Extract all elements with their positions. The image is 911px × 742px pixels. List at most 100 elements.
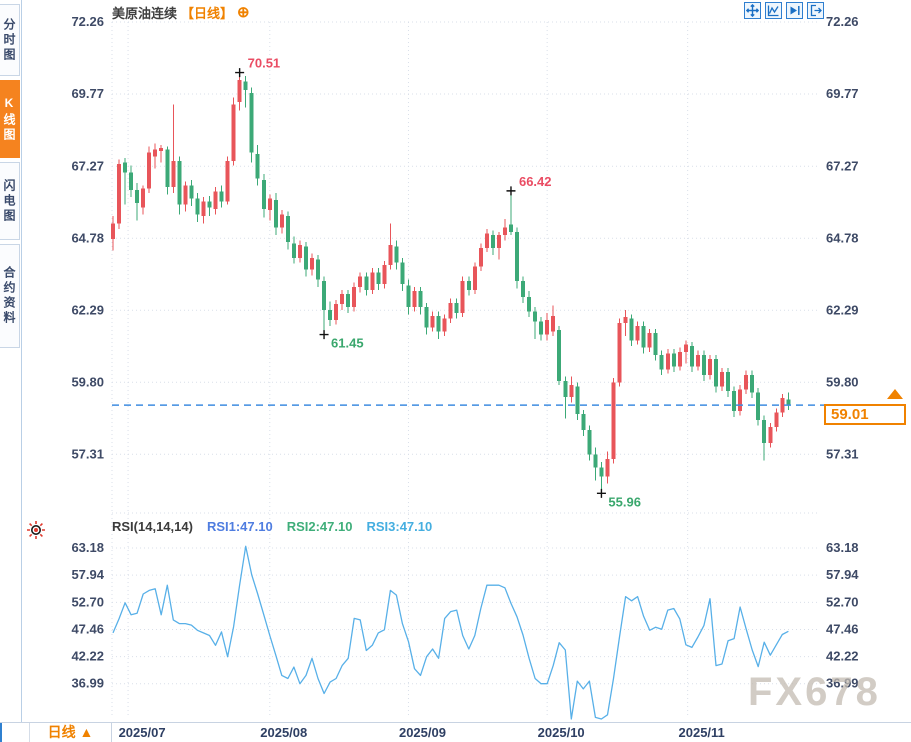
candle <box>291 243 296 258</box>
candle <box>569 385 574 397</box>
candle <box>581 414 586 431</box>
sun-glyph <box>27 521 45 539</box>
candle <box>780 398 785 413</box>
candle <box>551 315 556 332</box>
candle <box>617 323 622 383</box>
candle <box>629 318 634 341</box>
x-axis-label: 2025/11 <box>678 725 725 740</box>
add-indicator-icon[interactable]: ⊕ <box>237 3 250 21</box>
x-axis-label: 2025/09 <box>398 725 446 740</box>
sidebar-tab-lightning[interactable]: 闪电图 <box>0 162 20 240</box>
axis-tick-label: 69.77 <box>826 86 859 101</box>
candle <box>786 399 791 406</box>
candle <box>237 80 242 102</box>
candles-layer <box>111 72 791 494</box>
candle <box>460 281 465 313</box>
axis-tick-label: 42.22 <box>826 649 859 664</box>
candle <box>273 200 278 228</box>
candle <box>358 276 363 287</box>
candle <box>472 266 477 290</box>
axis-tick-label: 57.31 <box>71 446 104 461</box>
axis-tick-label: 57.94 <box>71 567 104 582</box>
candle <box>243 81 248 91</box>
candle <box>153 149 158 157</box>
x-axis-label: 2025/10 <box>537 725 585 740</box>
candle <box>677 351 682 367</box>
axis-tick-label: 57.94 <box>826 567 859 582</box>
candle <box>285 216 290 243</box>
candle <box>484 233 489 248</box>
candle <box>647 333 652 348</box>
candle <box>623 317 628 324</box>
candle <box>165 149 170 188</box>
candle <box>147 152 152 189</box>
sidebar-tab-contract-info[interactable]: 合约资料 <box>0 244 20 348</box>
indicator-alert-sun-icon[interactable] <box>26 520 46 545</box>
exit-icon[interactable] <box>807 2 824 19</box>
axis-tick-label: 64.78 <box>826 230 859 245</box>
measure-chart-glyph <box>767 5 779 17</box>
axis-tick-label: 47.46 <box>826 621 859 636</box>
candle <box>521 281 526 297</box>
axis-tick-label: 57.31 <box>826 446 859 461</box>
exit-glyph <box>810 4 822 17</box>
candle <box>466 281 471 290</box>
candle <box>334 304 339 321</box>
candle <box>442 318 447 332</box>
candle <box>382 265 387 284</box>
candle <box>255 153 260 179</box>
last-price-tag: 59.01 <box>824 404 906 425</box>
rsi2-value-label: RSI2:47.10 <box>286 519 353 534</box>
candle <box>744 375 749 390</box>
candle <box>750 375 755 393</box>
sidebar-tab-kline[interactable]: K线图 <box>0 80 20 158</box>
candle <box>171 161 176 188</box>
measure-chart-icon[interactable] <box>765 2 782 19</box>
candle <box>587 430 592 455</box>
candle <box>303 246 308 270</box>
price-extreme-label: 61.45 <box>331 336 364 351</box>
candle <box>563 380 568 397</box>
candle <box>545 320 550 335</box>
playback-icon[interactable] <box>786 2 803 19</box>
candle <box>732 390 737 412</box>
rsi-header: RSI(14,14,14) RSI1:47.10 RSI2:47.10 RSI3… <box>112 519 432 534</box>
period-dropdown-button[interactable]: 日线 ▲ <box>29 723 112 742</box>
playback-glyph <box>790 6 800 15</box>
candle <box>527 296 532 312</box>
candle <box>129 172 134 191</box>
candle <box>593 454 598 468</box>
sidebar: 分时图 K线图 闪电图 合约资料 <box>0 0 22 722</box>
rsi-line <box>112 545 789 720</box>
candle <box>653 333 658 355</box>
candle <box>159 148 164 151</box>
rsi-indicator-title: RSI(14,14,14) <box>112 519 193 534</box>
candle <box>575 386 580 415</box>
rsi1-value-label: RSI1:47.10 <box>206 519 273 534</box>
axis-tick-label: 42.22 <box>71 649 104 664</box>
axis-tick-label: 52.70 <box>71 594 104 609</box>
axis-tick-label: 67.27 <box>826 158 859 173</box>
axis-tick-label: 63.18 <box>826 540 859 555</box>
candle <box>388 244 393 266</box>
candle <box>141 188 146 208</box>
annotations-layer: 70.51 61.45 66.42 55.96 <box>235 56 641 509</box>
candle <box>635 325 640 341</box>
candle <box>297 244 302 258</box>
sidebar-tab-timeshare[interactable]: 分时图 <box>0 4 20 76</box>
candle <box>454 302 459 313</box>
pan-crosshair-icon[interactable] <box>744 2 761 19</box>
candle <box>249 93 254 153</box>
candle <box>322 281 327 311</box>
candle <box>671 353 676 367</box>
candle <box>599 467 604 477</box>
axis-tick-label: 59.80 <box>826 374 859 389</box>
candle <box>309 257 314 270</box>
candle <box>726 372 731 391</box>
axis-tick-label: 62.29 <box>826 302 859 317</box>
rsi3-value-label: RSI3:47.10 <box>366 519 433 534</box>
candle <box>611 382 616 459</box>
candle <box>340 294 345 305</box>
candle <box>683 344 688 352</box>
